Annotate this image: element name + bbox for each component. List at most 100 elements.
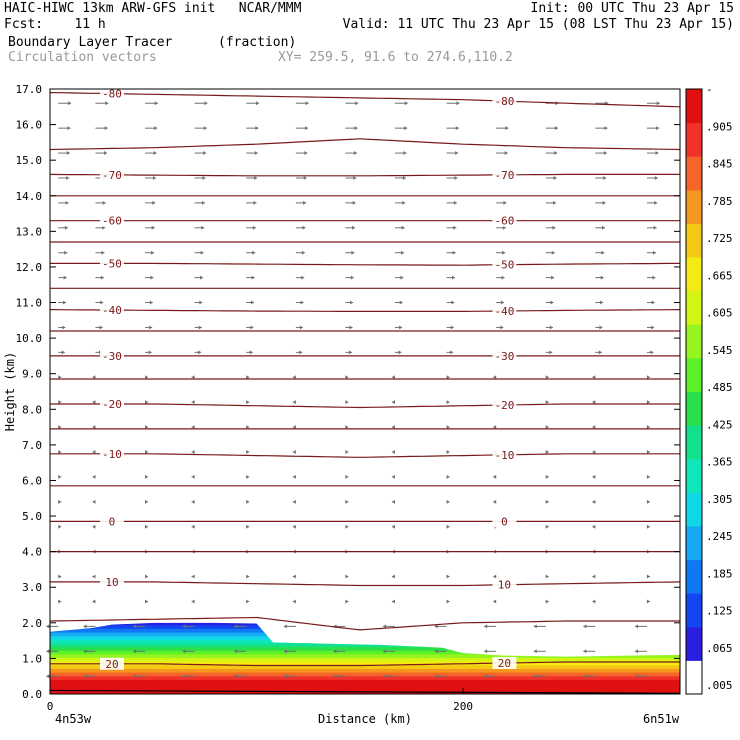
vector-head	[152, 200, 156, 205]
vector-head	[92, 599, 96, 604]
vector-head	[145, 375, 149, 380]
x-left-endpoint: 4n53w	[55, 712, 92, 726]
contour-label: 0	[109, 515, 116, 528]
colorbar-swatch	[686, 559, 702, 594]
contour-label: 0	[501, 515, 508, 528]
vector-head	[592, 474, 596, 479]
colorbar-swatch	[686, 357, 702, 392]
temperature-contour	[49, 616, 680, 631]
vector-head	[391, 375, 395, 380]
vector-head	[234, 674, 238, 679]
vector-head	[83, 624, 87, 629]
vector-head	[64, 225, 68, 230]
temperature-contour	[50, 661, 680, 667]
contour-label: -80	[102, 88, 122, 101]
vector-head	[301, 250, 305, 255]
vector-head	[655, 151, 659, 156]
x-tick-label: 200	[453, 700, 473, 713]
vector-head	[191, 499, 195, 504]
y-tick-label: 5.0	[22, 510, 42, 523]
contour-label: -10	[102, 448, 122, 461]
vector-head	[246, 499, 250, 504]
vector-head	[133, 624, 137, 629]
y-tick-label: 7.0	[22, 439, 42, 452]
vector-head	[182, 624, 186, 629]
contour-label: -60	[494, 215, 514, 228]
vector-head	[353, 175, 357, 180]
colorbar-label: .545	[706, 344, 733, 357]
contour-label: -10	[494, 449, 514, 462]
vector-head	[592, 375, 596, 380]
vector-head	[152, 175, 156, 180]
colorbar-swatch	[686, 593, 702, 628]
contour-label: -20	[494, 399, 514, 412]
vector-head	[446, 574, 450, 579]
vector-head	[391, 574, 395, 579]
vector-head	[145, 574, 149, 579]
colorbar-label: .605	[706, 307, 733, 320]
colorbar-label: .185	[706, 567, 733, 580]
vector-head	[554, 126, 558, 131]
tracer-band	[50, 668, 680, 673]
vector-head	[653, 225, 657, 230]
vector-head	[602, 200, 606, 205]
vector-head	[58, 524, 62, 529]
vector-head	[592, 499, 596, 504]
colorbar-swatch	[686, 324, 702, 359]
vector-head	[656, 101, 660, 106]
contour-label-bg	[99, 168, 124, 181]
vector-head	[292, 599, 296, 604]
vector-head	[646, 574, 650, 579]
vector-head	[502, 225, 506, 230]
temperature-contour	[49, 92, 681, 108]
vector-head	[46, 624, 50, 629]
vector-head	[646, 599, 650, 604]
vector-head	[153, 151, 157, 156]
vector-head	[68, 101, 72, 106]
y-tick-label: 6.0	[22, 474, 42, 487]
contour-label-bg	[492, 657, 517, 670]
vector-head	[554, 151, 558, 156]
contour-label-bg	[492, 349, 517, 362]
contour-label-bg	[492, 578, 517, 591]
colorbar-label: .845	[706, 158, 733, 171]
vector-head	[493, 574, 497, 579]
vector-head	[250, 325, 254, 330]
field-name: Boundary Layer Tracer	[8, 35, 173, 50]
vector-head	[283, 624, 287, 629]
vector-head	[583, 649, 587, 654]
contour-label: -60	[102, 215, 122, 228]
vector-head	[391, 474, 395, 479]
vector-head	[382, 624, 386, 629]
vector-head	[58, 499, 62, 504]
colorbar-swatch	[686, 223, 702, 258]
vector-head	[403, 151, 407, 156]
vector-head	[252, 225, 256, 230]
vector-head	[404, 101, 408, 106]
vector-head	[398, 350, 402, 355]
vector-head	[246, 425, 250, 430]
contour-label: -50	[102, 257, 122, 270]
vector-head	[58, 574, 62, 579]
vector-head	[552, 225, 556, 230]
vector-head	[646, 499, 650, 504]
tracer-band	[50, 657, 680, 662]
colorbar-swatch	[686, 257, 702, 292]
vector-head	[434, 674, 438, 679]
vector-head	[92, 524, 96, 529]
vector-head	[105, 101, 109, 106]
vector-head	[646, 400, 650, 405]
vector-head	[256, 101, 260, 106]
y-tick-label: 10.0	[16, 332, 43, 345]
vector-head	[104, 126, 108, 131]
vector-head	[145, 450, 149, 454]
vector-head	[62, 325, 66, 330]
vector-head	[549, 350, 553, 355]
vector-head	[446, 425, 450, 430]
vector-head	[646, 375, 650, 380]
colorbar-label: .665	[706, 269, 733, 282]
contour-label-bg	[492, 95, 517, 108]
vector-label: Circulation vectors	[8, 50, 157, 65]
vector-head	[454, 175, 458, 180]
vector-head	[191, 425, 195, 430]
